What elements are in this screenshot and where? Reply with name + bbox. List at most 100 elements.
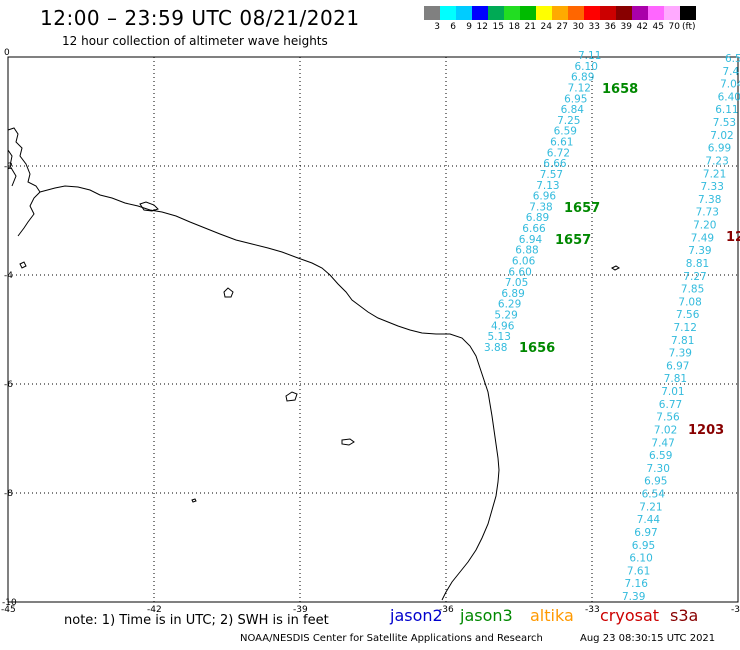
swh-value-label: 6.40: [718, 91, 740, 103]
swh-value-label: 7.56: [676, 309, 700, 321]
colorbar-label: 33: [588, 22, 600, 32]
legend-s3a: s3a: [670, 606, 699, 625]
colorbar-swatch: [472, 6, 488, 20]
colorbar-label: 21: [524, 22, 536, 32]
colorbar: [424, 6, 696, 20]
colorbar-label: 3: [434, 22, 440, 32]
swh-value-label: 4.96: [491, 320, 515, 332]
swh-value-label: 7.23: [705, 156, 728, 168]
swh-value-label: 7.16: [625, 578, 649, 590]
swh-value-label: 7.02: [654, 425, 677, 437]
swh-value-label: 7.08: [678, 296, 701, 308]
pass-time-label: 1656: [519, 341, 555, 356]
track-value-labels: 7.116.106.897.126.956.847.256.596.616.72…: [484, 50, 740, 603]
colorbar-label: 24: [540, 22, 552, 32]
colorbar-swatch: [632, 6, 648, 20]
colorbar-label: 18: [508, 22, 520, 32]
swh-value-label: 6.95: [632, 540, 655, 552]
coastline-north: [7, 127, 41, 237]
colorbar-label: 39: [620, 22, 632, 32]
swh-value-label: 6.66: [543, 158, 567, 170]
swh-value-label: 6.94: [519, 234, 543, 246]
legend-jason3: jason3: [460, 606, 513, 625]
timestamp: Aug 23 08:30:15 UTC 2021: [580, 633, 716, 644]
swh-value-label: 7.05: [505, 277, 528, 289]
pass-time-label: 1657: [555, 233, 591, 248]
colorbar-swatch: [600, 6, 616, 20]
swh-value-label: 7.21: [639, 501, 662, 513]
colorbar-label: 15: [492, 22, 504, 32]
swh-value-label: 7.04: [720, 79, 740, 91]
swh-value-label: 7.11: [578, 50, 601, 62]
swh-value-label: 7.39: [622, 591, 645, 603]
swh-value-label: 7.33: [701, 181, 724, 193]
swh-value-label: 6.95: [644, 476, 667, 488]
swh-value-label: 6.72: [547, 147, 570, 159]
y-tick-label: -8: [4, 489, 13, 499]
x-tick-label: -45: [1, 605, 16, 615]
island: [19, 261, 27, 269]
colorbar-swatch: [424, 6, 440, 20]
swh-value-label: 5.29: [494, 310, 517, 322]
colorbar-label: 30: [572, 22, 584, 32]
swh-value-label: 6.54: [642, 489, 666, 501]
colorbar-swatch: [456, 6, 472, 20]
colorbar-label: 42: [636, 22, 648, 32]
colorbar-scale: 3 6 9 12 15 18 21 24 27 30 33 36 39 42 45 70 (ft): [424, 22, 704, 32]
pass-time-label: 12: [726, 230, 740, 245]
swh-value-label: 6.06: [512, 256, 536, 268]
colorbar-swatch: [504, 6, 520, 20]
swh-value-label: 6.89: [501, 288, 524, 300]
colorbar-label: 36: [604, 22, 616, 32]
colorbar-swatch: [616, 6, 632, 20]
colorbar-swatch: [536, 6, 552, 20]
pass-time-label: 1657: [564, 201, 600, 216]
swh-value-label: 7.73: [696, 207, 719, 219]
swh-value-label: 7.38: [698, 194, 721, 206]
swh-value-label: 6.66: [522, 223, 546, 235]
colorbar-swatch: [440, 6, 456, 20]
colorbar-label: 27: [556, 22, 568, 32]
graticule: [8, 57, 738, 602]
y-tick-label: -6: [4, 380, 13, 390]
pass-time-label: 1203: [688, 423, 724, 438]
colorbar-swatch: [488, 6, 504, 20]
swh-value-label: 7.21: [703, 168, 726, 180]
x-tick-label: -33: [585, 605, 600, 615]
swh-value-label: 7.02: [710, 130, 733, 142]
colorbar-swatch: [648, 6, 664, 20]
swh-value-label: 6.99: [708, 143, 731, 155]
swh-value-label: 7.85: [681, 284, 704, 296]
swh-value-label: 7.81: [664, 373, 687, 385]
swh-value-label: 8.81: [686, 258, 709, 270]
legend-cryosat: cryosat: [600, 606, 660, 625]
swh-value-label: 6.88: [515, 245, 538, 257]
swh-value-label: 6.61: [550, 137, 573, 149]
swh-value-label: 6.96: [533, 191, 557, 203]
swh-value-label: 6.97: [666, 360, 689, 372]
x-tick-label: -39: [293, 605, 308, 615]
swh-value-label: 6.89: [526, 212, 549, 224]
legend-altika: altika: [530, 606, 574, 625]
colorbar-label: 9: [466, 22, 472, 32]
colorbar-unit: (ft): [682, 22, 696, 32]
swh-value-label: 7.4: [723, 66, 740, 78]
swh-value-label: 7.44: [637, 514, 661, 526]
swh-value-label: 7.12: [674, 322, 697, 334]
credit: NOAA/NESDIS Center for Satellite Applica…: [240, 633, 543, 644]
legend-jason2: jason2: [390, 606, 443, 625]
colorbar-label: 6: [450, 22, 456, 32]
swh-value-label: 6.84: [561, 104, 585, 116]
colorbar-swatch: [520, 6, 536, 20]
island: [611, 265, 620, 271]
swh-value-label: 6.97: [634, 527, 657, 539]
swh-value-label: 6.59: [649, 450, 672, 462]
map-title: 12:00 – 23:59 UTC 08/21/2021: [40, 6, 360, 30]
colorbar-swatch: [680, 6, 696, 20]
pass-time-labels: 1658 1657 1657 1656 1203 12: [519, 82, 740, 438]
y-tick-label: -10: [2, 598, 17, 608]
swh-value-label: 6.95: [564, 93, 587, 105]
swh-value-label: 7.49: [691, 232, 714, 244]
swh-value-label: 6.89: [571, 72, 594, 84]
